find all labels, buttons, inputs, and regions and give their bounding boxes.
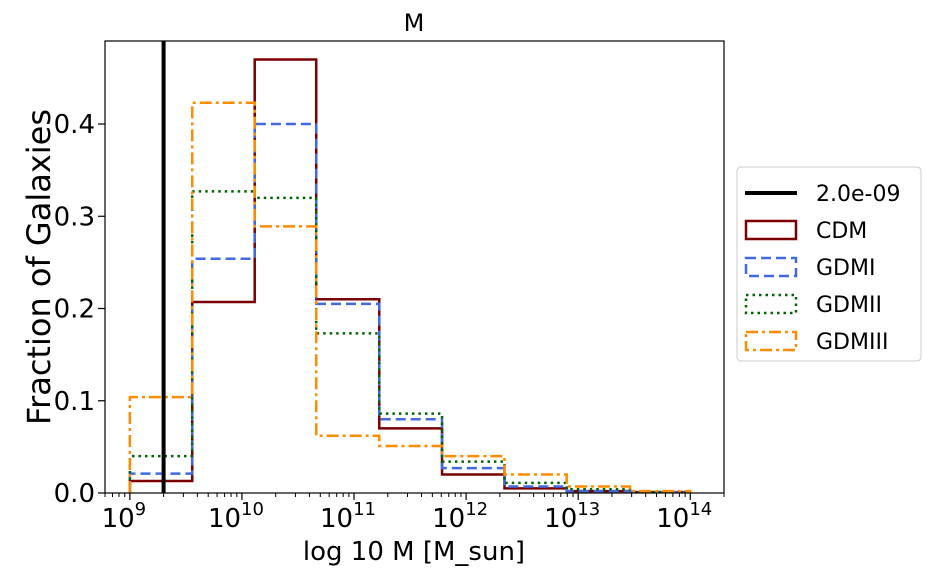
series-gdmiii-step [128, 101, 692, 493]
legend-label-vline: 2.0e-09 [816, 182, 900, 207]
legend-label-gdmii: GDMII [816, 293, 882, 318]
legend: 2.0e-09 CDM GDMI GDMII GDMIII [736, 166, 922, 362]
x-axis-label: log 10 M [M_sun] [303, 537, 525, 567]
y-tick-label: 0.3 [54, 202, 95, 232]
x-tick-exponent: 10 [241, 499, 264, 520]
series-gdmii-step [128, 190, 692, 493]
y-tick-label: 0.0 [54, 479, 95, 509]
x-tick-exponent: 11 [353, 499, 376, 520]
x-tick-label: 1010 [208, 499, 264, 534]
x-tick-exponent: 12 [465, 499, 488, 520]
x-tick-label: 1013 [544, 499, 600, 534]
x-tick-label: 1011 [320, 499, 376, 534]
y-tick-label: 0.4 [54, 110, 95, 140]
x-tick-exponent: 9 [135, 499, 146, 520]
y-axis-label: Fraction of Galaxies [20, 109, 58, 425]
series-cdm-step [128, 58, 692, 493]
y-tick-label: 0.2 [54, 295, 95, 325]
legend-swatch-gdmiii [744, 330, 798, 352]
chart-title: M [404, 9, 425, 37]
series-gdmi-step [128, 122, 692, 493]
x-tick-label: 1012 [432, 499, 488, 534]
legend-box [736, 166, 922, 362]
x-tick-label: 1014 [656, 499, 712, 534]
x-tick-exponent: 13 [577, 499, 600, 520]
legend-label-gdmiii: GDMIII [816, 330, 888, 355]
x-tick-exponent: 14 [689, 499, 712, 520]
legend-swatch-gdmii [744, 293, 798, 315]
y-tick-label: 0.1 [54, 387, 95, 417]
legend-label-cdm: CDM [816, 219, 867, 244]
legend-swatch-cdm [744, 219, 798, 241]
x-tick-label: 109 [102, 499, 147, 534]
legend-swatch-gdmi [744, 256, 798, 278]
axes-frame [104, 40, 725, 494]
legend-label-gdmi: GDMI [816, 256, 875, 281]
